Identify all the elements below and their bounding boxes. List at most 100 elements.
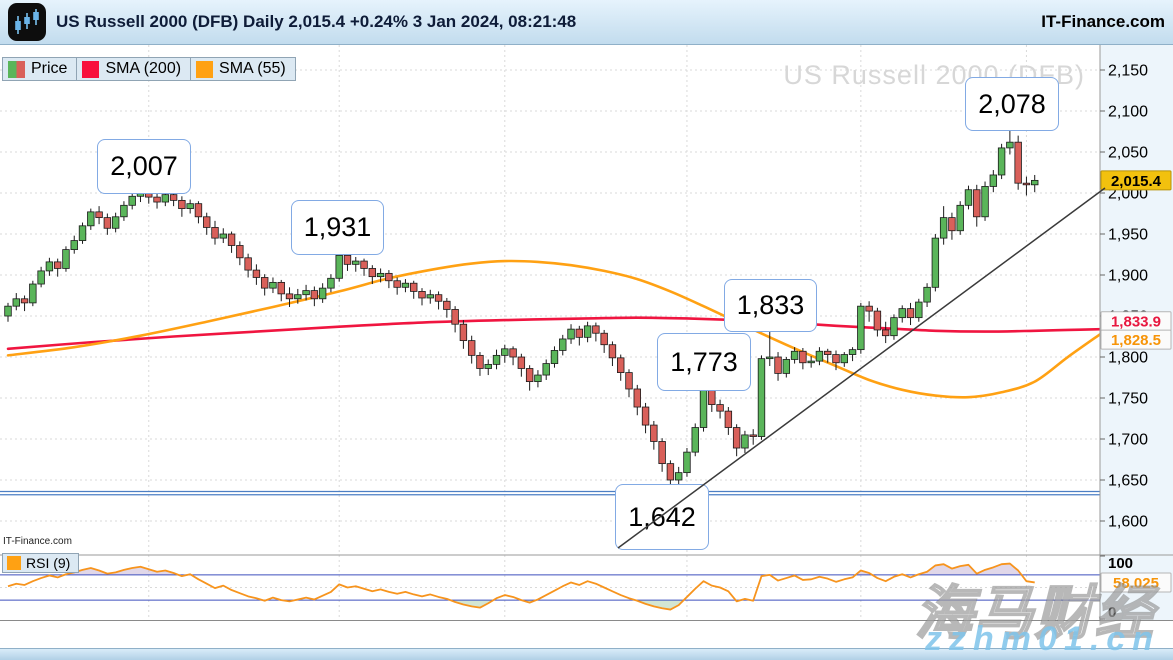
candle-up[interactable]	[376, 272, 385, 278]
candle-down[interactable]	[103, 217, 112, 229]
candle-up[interactable]	[542, 363, 550, 376]
candle-up[interactable]	[1006, 141, 1014, 149]
candle-up[interactable]	[981, 186, 989, 218]
candle-down[interactable]	[467, 340, 476, 356]
candle-up[interactable]	[923, 286, 931, 303]
candle-down[interactable]	[418, 291, 426, 299]
candle-up[interactable]	[815, 350, 824, 362]
candle-down[interactable]	[227, 233, 236, 246]
candle-down[interactable]	[211, 227, 219, 239]
candle-down[interactable]	[732, 427, 741, 449]
candle-down[interactable]	[608, 344, 617, 359]
candle-down[interactable]	[708, 389, 716, 405]
candle-up[interactable]	[128, 195, 136, 206]
time-axis-strip[interactable]	[0, 620, 1173, 648]
candle-down[interactable]	[203, 216, 211, 228]
candle-down[interactable]	[95, 211, 103, 219]
candle-down[interactable]	[749, 434, 757, 437]
candle-up[interactable]	[898, 308, 906, 319]
candle-up[interactable]	[111, 216, 120, 229]
candle-down[interactable]	[410, 282, 418, 292]
candle-down[interactable]	[260, 277, 269, 289]
candle-up[interactable]	[186, 203, 194, 209]
candle-up[interactable]	[29, 283, 37, 304]
candle-up[interactable]	[327, 277, 335, 289]
candle-down[interactable]	[774, 356, 782, 374]
candle-down[interactable]	[948, 217, 956, 232]
candle-up[interactable]	[857, 305, 865, 351]
candle-up[interactable]	[87, 211, 95, 227]
candle-down[interactable]	[666, 463, 675, 481]
candle-down[interactable]	[799, 350, 807, 364]
candle-down[interactable]	[617, 357, 625, 373]
candle-down[interactable]	[625, 372, 633, 390]
candle-up[interactable]	[426, 294, 434, 299]
candle-down[interactable]	[169, 194, 178, 201]
candle-up[interactable]	[890, 317, 898, 337]
candle-up[interactable]	[219, 233, 227, 239]
candle-up[interactable]	[956, 204, 964, 232]
candle-down[interactable]	[517, 356, 526, 369]
candle-down[interactable]	[592, 325, 600, 334]
candle-up[interactable]	[484, 363, 492, 369]
candle-down[interactable]	[360, 260, 368, 269]
candle-up[interactable]	[352, 260, 360, 265]
candle-up[interactable]	[4, 305, 12, 317]
candle-up[interactable]	[674, 472, 683, 481]
candle-up[interactable]	[939, 217, 948, 239]
candle-up[interactable]	[161, 194, 170, 203]
candle-down[interactable]	[476, 354, 484, 369]
legend-rsi[interactable]: RSI (9)	[2, 553, 80, 573]
candle-down[interactable]	[633, 388, 641, 408]
candle-up[interactable]	[782, 359, 791, 374]
price-callout[interactable]: 2,078	[965, 77, 1059, 131]
candle-up[interactable]	[269, 281, 277, 289]
candle-down[interactable]	[600, 332, 608, 346]
candle-up[interactable]	[401, 282, 410, 288]
candle-down[interactable]	[343, 254, 352, 265]
candle-down[interactable]	[575, 328, 584, 338]
candle-down[interactable]	[20, 298, 29, 304]
candle-up[interactable]	[534, 374, 542, 383]
candle-up[interactable]	[559, 338, 567, 351]
candle-down[interactable]	[285, 293, 294, 300]
sma200-line[interactable]	[6, 316, 1103, 351]
price-callout[interactable]: 1,773	[657, 333, 751, 391]
candle-up[interactable]	[699, 389, 708, 428]
candle-up[interactable]	[70, 240, 78, 250]
candle-up[interactable]	[997, 147, 1006, 176]
candle-down[interactable]	[385, 272, 393, 282]
legend-sma200[interactable]: SMA (200)	[77, 57, 192, 81]
candle-up[interactable]	[583, 325, 592, 338]
candle-up[interactable]	[931, 237, 940, 288]
candle-down[interactable]	[716, 404, 724, 412]
legend-price[interactable]: Price	[2, 57, 78, 81]
price-callout[interactable]: 2,007	[97, 139, 191, 194]
candle-down[interactable]	[443, 300, 451, 310]
candle-down[interactable]	[459, 323, 468, 342]
candle-down[interactable]	[252, 269, 261, 278]
candle-up[interactable]	[807, 360, 815, 364]
candle-up[interactable]	[915, 301, 923, 319]
candle-up[interactable]	[302, 290, 310, 296]
candle-down[interactable]	[906, 308, 915, 319]
candle-down[interactable]	[832, 354, 840, 364]
candle-down[interactable]	[451, 309, 459, 325]
candle-down[interactable]	[194, 203, 203, 218]
candle-up[interactable]	[45, 261, 54, 272]
candle-down[interactable]	[368, 268, 377, 278]
candle-down[interactable]	[53, 261, 62, 269]
legend-sma55[interactable]: SMA (55)	[191, 57, 296, 81]
candle-down[interactable]	[277, 281, 285, 295]
price-callout[interactable]: 1,833	[724, 279, 817, 332]
candle-down[interactable]	[393, 280, 401, 288]
candle-up[interactable]	[741, 434, 749, 449]
candle-up[interactable]	[120, 204, 128, 218]
candle-up[interactable]	[683, 451, 691, 474]
candle-down[interactable]	[525, 368, 534, 383]
rsi-line[interactable]	[7, 562, 1035, 611]
candle-down[interactable]	[153, 196, 161, 203]
candle-down[interactable]	[873, 310, 882, 331]
candle-up[interactable]	[335, 254, 343, 279]
candle-down[interactable]	[1014, 141, 1022, 184]
